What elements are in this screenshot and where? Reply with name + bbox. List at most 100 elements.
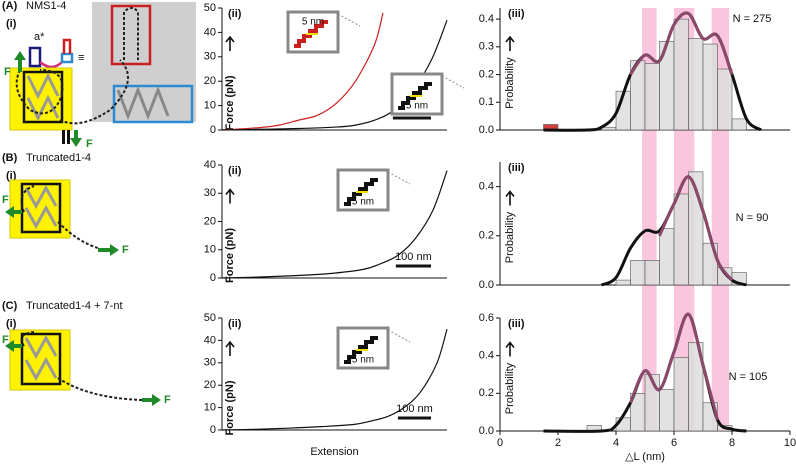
sample-size: N = 90 <box>736 212 769 224</box>
fit-curve <box>658 175 734 282</box>
blue-box <box>112 84 194 124</box>
handle <box>67 130 70 144</box>
y-tick-label: 0.0 <box>479 124 494 136</box>
a-star: a* <box>34 31 45 43</box>
force-label: F <box>86 138 93 150</box>
y-tick-label: 0.4 <box>479 13 494 25</box>
y-tick-label: 30 <box>204 187 216 199</box>
strand <box>123 7 139 60</box>
equiv: ≡ <box>78 52 84 64</box>
y-tick-label: 0.1 <box>479 96 494 108</box>
y-tick-label: 40 <box>204 159 216 171</box>
tiles <box>24 334 58 382</box>
strand <box>20 185 99 249</box>
force-arrow <box>5 340 14 352</box>
row-label: (A) <box>2 0 18 12</box>
y-tick-label: 30 <box>204 357 216 369</box>
bar <box>673 193 689 286</box>
y-tick-label: 0.0 <box>479 425 494 437</box>
force-arrow <box>5 206 14 218</box>
bar <box>615 279 631 286</box>
y-axis-label: Probability <box>504 362 516 414</box>
diagram-c: (C) Truncated1-4 + 7-nt (i) F F <box>2 300 171 406</box>
y-axis-label: Force (pN) <box>224 228 236 283</box>
bar <box>673 18 689 131</box>
y-label-arrow <box>225 340 235 356</box>
part-label: (i) <box>6 318 17 330</box>
panel-label: (iii) <box>508 318 525 330</box>
y-tick-label: 0.6 <box>479 312 494 324</box>
row-label: (B) <box>2 152 18 164</box>
force-label: F <box>164 394 171 406</box>
y-tick-label: 0.4 <box>479 181 494 193</box>
y-tick-label: 10 <box>204 244 216 256</box>
y-axis-label: Probability <box>504 211 516 263</box>
y-tick-label: 30 <box>204 51 216 63</box>
bar <box>644 63 660 131</box>
row-title: Truncated1-4 <box>26 152 91 164</box>
part-label: (i) <box>6 18 17 30</box>
x-tick-label: 0 <box>497 437 503 449</box>
x-tick-label: 4 <box>613 437 619 449</box>
strand <box>15 59 129 125</box>
force-curve <box>221 170 448 279</box>
scale-bar-label: 100 nm <box>396 403 433 415</box>
bar <box>688 38 704 131</box>
y-axis-label: Force (pN) <box>224 75 236 130</box>
row-label: (C) <box>2 300 18 312</box>
bar <box>688 342 704 432</box>
y-tick-label: 0.2 <box>479 230 494 242</box>
y-label-arrow <box>225 35 235 51</box>
y-label-arrow <box>505 35 515 51</box>
force-label: F <box>2 194 9 206</box>
part-label: (i) <box>6 170 17 182</box>
panel-label: (iii) <box>508 162 525 174</box>
panel-label: (ii) <box>228 318 242 330</box>
y-tick-label: 40 <box>204 334 216 346</box>
x-tick-label: 8 <box>729 437 735 449</box>
inset-pointer <box>387 171 411 185</box>
x-tick-label: 10 <box>784 437 796 449</box>
y-axis-label: Probability <box>504 57 516 109</box>
y-label-arrow <box>225 188 235 204</box>
black-box <box>22 70 64 124</box>
bar <box>659 228 675 286</box>
y-tick-label: 0.0 <box>479 279 494 291</box>
y-tick-label: 0.4 <box>479 350 494 362</box>
bar <box>630 260 646 286</box>
y-tick-label: 20 <box>204 215 216 227</box>
bar <box>702 43 718 131</box>
y-label-arrow <box>505 190 515 206</box>
force-arrow <box>70 138 82 147</box>
inset-pointer <box>387 329 411 343</box>
y-tick-label: 50 <box>204 2 216 14</box>
bar <box>659 389 675 432</box>
y-tick-label: 0 <box>210 272 216 284</box>
y-tick-label: 0.3 <box>479 41 494 53</box>
tiles <box>26 72 60 122</box>
bar <box>644 260 660 286</box>
x-tick-label: 6 <box>671 437 677 449</box>
inset-pointer <box>337 13 361 27</box>
bar <box>731 118 747 131</box>
x-axis-label: △L (nm) <box>625 451 665 463</box>
fit-curve <box>629 312 719 421</box>
hairpin <box>39 61 63 69</box>
row-title: Truncated1-4 + 7-nt <box>26 300 123 312</box>
panel-label: (ii) <box>228 165 242 177</box>
fit-curve <box>629 11 734 76</box>
inset-scale-label: 5 nm <box>352 197 374 208</box>
inset-pointer <box>441 75 465 89</box>
y-tick-label: 0.2 <box>479 387 494 399</box>
y-label-arrow <box>505 341 515 357</box>
force-arrow <box>152 394 161 406</box>
force-label: F <box>2 334 9 346</box>
y-tick-label: 0 <box>210 424 216 436</box>
handle <box>62 130 65 144</box>
diagram-a: (A) NMS1-4 (i) a* ≡ F F <box>2 0 196 150</box>
y-tick-label: 0.2 <box>479 68 494 80</box>
y-tick-label: 40 <box>204 26 216 38</box>
hairpin <box>62 38 72 54</box>
tiles <box>116 85 170 121</box>
